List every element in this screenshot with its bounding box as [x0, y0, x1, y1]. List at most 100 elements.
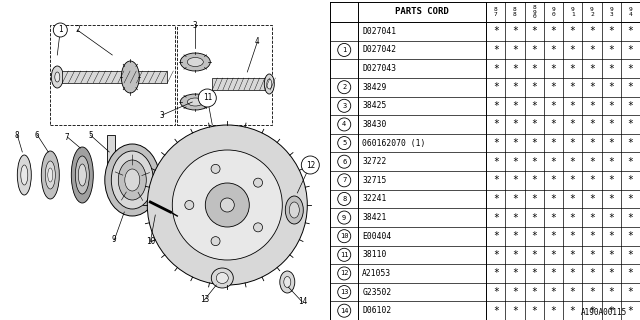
- Text: *: *: [550, 101, 556, 111]
- Text: 5: 5: [342, 140, 346, 146]
- Text: *: *: [627, 194, 634, 204]
- Text: *: *: [608, 157, 614, 167]
- Ellipse shape: [78, 164, 86, 186]
- Text: *: *: [627, 250, 634, 260]
- Ellipse shape: [180, 94, 211, 110]
- Circle shape: [53, 23, 67, 37]
- Text: PARTS CORD: PARTS CORD: [396, 7, 449, 17]
- Text: *: *: [627, 231, 634, 241]
- Text: *: *: [531, 231, 537, 241]
- Text: 9
3: 9 3: [609, 7, 613, 17]
- Text: *: *: [550, 212, 556, 223]
- Text: *: *: [608, 287, 614, 297]
- Text: 7: 7: [65, 132, 70, 141]
- Text: *: *: [493, 287, 499, 297]
- Text: 38430: 38430: [362, 120, 387, 129]
- Text: *: *: [627, 175, 634, 185]
- Text: *: *: [589, 287, 595, 297]
- Text: *: *: [550, 64, 556, 74]
- Text: *: *: [531, 250, 537, 260]
- Text: *: *: [493, 212, 499, 223]
- Text: *: *: [589, 175, 595, 185]
- Text: 9: 9: [342, 215, 346, 220]
- Text: *: *: [550, 45, 556, 55]
- Text: *: *: [531, 194, 537, 204]
- Text: *: *: [550, 82, 556, 92]
- Text: *: *: [512, 250, 518, 260]
- Text: *: *: [608, 268, 614, 278]
- Text: *: *: [493, 45, 499, 55]
- Text: *: *: [512, 157, 518, 167]
- Text: *: *: [493, 101, 499, 111]
- Text: 9
4: 9 4: [628, 7, 632, 17]
- Text: 4: 4: [342, 121, 346, 127]
- Text: 32722: 32722: [362, 157, 387, 166]
- Ellipse shape: [76, 156, 90, 194]
- Bar: [108, 174, 115, 190]
- Text: *: *: [512, 26, 518, 36]
- Text: 6: 6: [342, 159, 346, 165]
- Text: *: *: [627, 45, 634, 55]
- Ellipse shape: [122, 61, 140, 93]
- Text: *: *: [589, 64, 595, 74]
- Text: *: *: [589, 306, 595, 316]
- Text: 14: 14: [298, 298, 307, 307]
- Ellipse shape: [211, 164, 220, 173]
- Text: *: *: [550, 119, 556, 129]
- Text: *: *: [493, 194, 499, 204]
- Text: *: *: [493, 138, 499, 148]
- Bar: [177, 25, 272, 125]
- Text: *: *: [589, 26, 595, 36]
- Text: 38429: 38429: [362, 83, 387, 92]
- Text: 8
7: 8 7: [494, 7, 498, 17]
- Text: *: *: [550, 306, 556, 316]
- Text: *: *: [512, 138, 518, 148]
- Ellipse shape: [21, 165, 28, 185]
- Text: *: *: [627, 119, 634, 129]
- Text: *: *: [570, 268, 575, 278]
- Text: *: *: [570, 212, 575, 223]
- Text: *: *: [512, 306, 518, 316]
- Text: 38421: 38421: [362, 213, 387, 222]
- Text: *: *: [608, 231, 614, 241]
- Text: 5: 5: [88, 131, 93, 140]
- Ellipse shape: [42, 151, 60, 199]
- Bar: [51, 25, 175, 125]
- Text: *: *: [512, 119, 518, 129]
- Text: *: *: [627, 268, 634, 278]
- Text: *: *: [589, 212, 595, 223]
- Text: 9
1: 9 1: [571, 7, 575, 17]
- Text: *: *: [608, 45, 614, 55]
- Ellipse shape: [180, 53, 211, 71]
- Text: *: *: [608, 212, 614, 223]
- Text: *: *: [589, 82, 595, 92]
- Text: *: *: [589, 268, 595, 278]
- Text: 2: 2: [75, 26, 79, 35]
- Text: *: *: [550, 250, 556, 260]
- Text: 8: 8: [15, 131, 20, 140]
- Text: *: *: [550, 26, 556, 36]
- Ellipse shape: [253, 178, 262, 187]
- Text: 32241: 32241: [362, 195, 387, 204]
- Text: *: *: [627, 287, 634, 297]
- Text: *: *: [493, 119, 499, 129]
- Text: *: *: [550, 231, 556, 241]
- Text: *: *: [570, 45, 575, 55]
- Text: *: *: [608, 119, 614, 129]
- Text: *: *: [550, 268, 556, 278]
- Ellipse shape: [253, 223, 262, 232]
- Text: 1: 1: [342, 47, 346, 53]
- Text: *: *: [531, 212, 537, 223]
- Text: *: *: [531, 157, 537, 167]
- Text: *: *: [531, 101, 537, 111]
- Text: 7: 7: [342, 177, 346, 183]
- Text: *: *: [531, 138, 537, 148]
- Text: 8
9
0: 8 9 0: [532, 5, 536, 19]
- Text: 3: 3: [342, 103, 346, 109]
- Text: *: *: [570, 231, 575, 241]
- Ellipse shape: [188, 98, 204, 106]
- Text: *: *: [570, 101, 575, 111]
- Text: *: *: [570, 175, 575, 185]
- Text: D027043: D027043: [362, 64, 396, 73]
- Text: *: *: [627, 212, 634, 223]
